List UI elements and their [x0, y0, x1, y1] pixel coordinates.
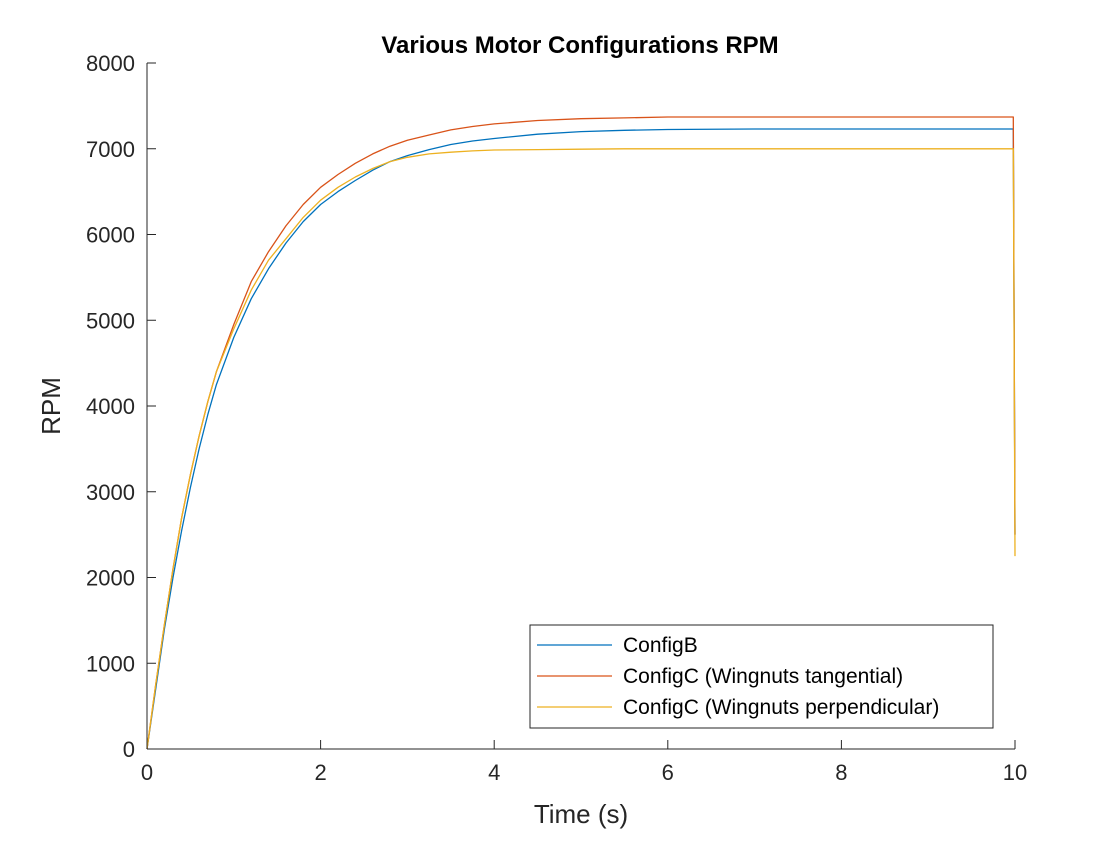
- y-tick-label: 8000: [86, 51, 135, 76]
- x-tick-label: 10: [1003, 760, 1027, 785]
- series-line-1: [146, 128, 1016, 750]
- x-axis-label: Time (s): [534, 799, 628, 829]
- series-group: [146, 116, 1016, 750]
- y-tick-label: 4000: [86, 394, 135, 419]
- x-tick-label: 6: [662, 760, 674, 785]
- x-tick-label: 0: [141, 760, 153, 785]
- legend: ConfigB ConfigC (Wingnuts tangential) Conf…: [529, 624, 994, 729]
- y-tick-label: 0: [123, 737, 135, 762]
- chart-title: Various Motor Configurations RPM: [381, 32, 778, 59]
- y-tick-label: 1000: [86, 651, 135, 676]
- ticks-group: 0 2 4 6 8 10 0 1000 2000 3000 4000 5000 6000 7000 8000: [86, 51, 1027, 785]
- x-tick-label: 8: [835, 760, 847, 785]
- legend-label-2: ConfigC (Wingnuts tangential): [623, 665, 903, 688]
- y-axis-label: RPM: [36, 377, 66, 435]
- y-tick-label: 2000: [86, 566, 135, 591]
- y-tick-label: 7000: [86, 137, 135, 162]
- x-tick-label: 4: [488, 760, 500, 785]
- y-tick-label: 6000: [86, 223, 135, 248]
- y-tick-label: 5000: [86, 308, 135, 333]
- series-line-3: [146, 148, 1016, 750]
- legend-label-1: ConfigB: [623, 634, 698, 657]
- legend-label-3: ConfigC (Wingnuts perpendicular): [623, 696, 939, 719]
- y-tick-label: 3000: [86, 480, 135, 505]
- x-tick-label: 2: [314, 760, 326, 785]
